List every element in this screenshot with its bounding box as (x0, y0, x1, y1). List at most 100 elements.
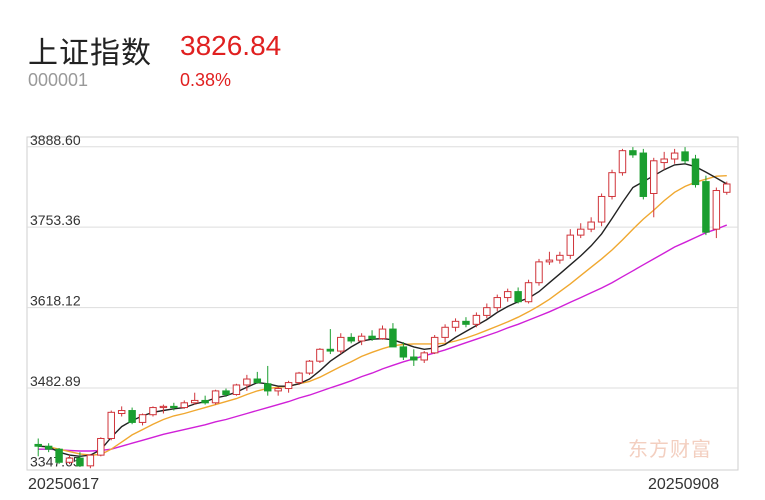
candle-body (347, 336, 355, 342)
candle (159, 404, 168, 414)
candle (316, 348, 324, 363)
candle-body (723, 183, 731, 193)
candle-body (514, 291, 522, 303)
candle (149, 406, 157, 417)
candle (597, 193, 606, 227)
watermark-logo: 东方财富 (628, 437, 712, 461)
candle (629, 147, 637, 158)
candle (681, 147, 689, 164)
candle (170, 402, 178, 411)
ma20-line (38, 224, 728, 452)
x-end-label: 20250908 (648, 476, 720, 493)
candle-body (639, 152, 648, 197)
candle (378, 325, 387, 340)
candle-body (670, 152, 679, 160)
candle (243, 374, 251, 391)
candle-body (430, 336, 439, 354)
candle (723, 181, 731, 195)
candle (618, 148, 627, 176)
candle-body (170, 405, 178, 409)
y-tick-label: 3618.12 (30, 293, 81, 309)
candle (566, 229, 575, 259)
candle (232, 383, 241, 396)
candle-body (44, 445, 53, 450)
candle (55, 447, 63, 465)
candle-body (138, 414, 147, 423)
candle (222, 388, 230, 397)
candle-body (410, 356, 418, 361)
candle-body (650, 160, 658, 194)
candle-body (232, 384, 241, 395)
candle-body (608, 172, 616, 197)
y-tick-label: 3888.60 (30, 132, 81, 148)
candle (493, 294, 501, 312)
candle-body (201, 399, 209, 404)
candle (503, 288, 512, 302)
candle-body (576, 228, 585, 236)
x-start-label: 20250617 (28, 476, 100, 493)
candle (138, 413, 147, 426)
candle (430, 335, 439, 355)
candle (211, 389, 220, 405)
candle (472, 312, 481, 328)
candle-body (618, 150, 627, 174)
candle (76, 452, 84, 468)
candle (65, 455, 74, 465)
y-tick-label: 3753.36 (30, 212, 81, 228)
candle (274, 386, 282, 396)
candle-body (378, 328, 387, 340)
candle-body (493, 297, 501, 309)
candle (357, 333, 366, 346)
candle (180, 400, 189, 409)
candle (451, 318, 460, 332)
candle-body (702, 181, 710, 233)
candle-body (681, 151, 689, 162)
candle (535, 258, 543, 286)
candle-body (629, 150, 637, 156)
candle-body (587, 221, 595, 230)
candle (97, 437, 105, 457)
candle-body (389, 328, 397, 348)
candle (691, 154, 700, 188)
candle-body (556, 254, 564, 261)
candle-body (117, 410, 126, 415)
candle-body (597, 195, 606, 223)
candle (264, 365, 272, 396)
candle-body (566, 234, 575, 256)
candle (337, 333, 345, 355)
candle (284, 380, 293, 393)
candle-body (211, 390, 220, 404)
candle (639, 148, 648, 200)
candle-body (357, 335, 366, 342)
candle-body (503, 291, 512, 299)
candle-body (295, 372, 303, 384)
candle-body (180, 402, 189, 409)
candle-body (34, 443, 42, 447)
candle (462, 317, 470, 328)
candle (326, 329, 335, 355)
candle-body (107, 411, 115, 439)
candle (305, 359, 314, 375)
candle (576, 223, 585, 239)
candle (128, 407, 136, 425)
candle-body (441, 326, 449, 338)
candle-body (97, 437, 105, 456)
candle-body (222, 390, 230, 395)
candle-body (86, 454, 95, 467)
candle (44, 443, 53, 453)
candle-body (660, 158, 668, 164)
candle-body (326, 348, 335, 352)
candle-body (159, 405, 168, 409)
candle (253, 371, 262, 384)
candle (368, 330, 376, 341)
candle-body (149, 407, 157, 416)
candle (712, 187, 721, 239)
candle-body (535, 261, 543, 284)
candle (524, 279, 533, 304)
candle (660, 151, 668, 170)
candle-body (368, 335, 376, 340)
candle-body (420, 352, 428, 361)
candle (399, 342, 408, 360)
candle (483, 303, 491, 319)
